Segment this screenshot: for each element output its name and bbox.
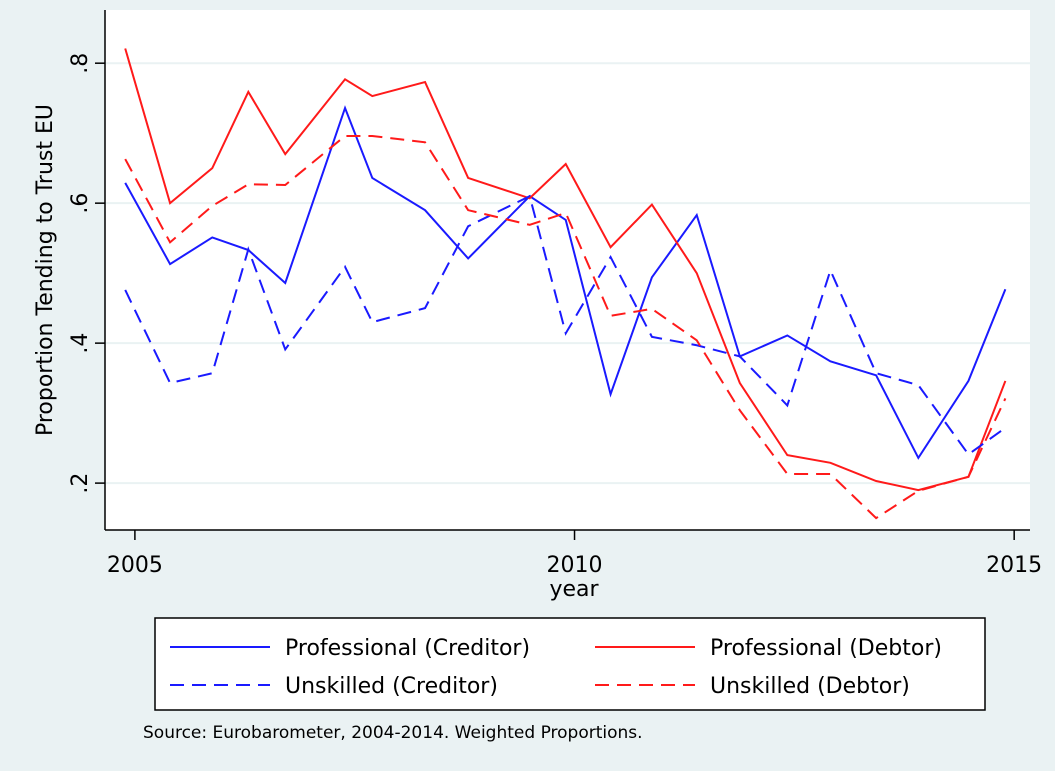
y-axis-label: Proportion Tending to Trust EU bbox=[33, 104, 58, 436]
y-tick-label: .2 bbox=[68, 473, 93, 494]
legend-box bbox=[154, 617, 986, 711]
x-tick-label: 2005 bbox=[107, 553, 163, 578]
legend-label: Professional (Debtor) bbox=[710, 636, 942, 661]
series-line bbox=[124, 134, 1007, 520]
series-line bbox=[124, 194, 1006, 456]
y-tick-label: .6 bbox=[68, 193, 93, 214]
y-tick-label: .4 bbox=[68, 333, 93, 354]
x-axis-label: year bbox=[549, 577, 599, 602]
source-note: Source: Eurobarometer, 2004-2014. Weight… bbox=[143, 723, 643, 743]
series-line bbox=[124, 48, 1007, 492]
x-tick-label: 2015 bbox=[986, 553, 1042, 578]
legend-label: Unskilled (Debtor) bbox=[710, 674, 910, 699]
legend-label: Professional (Creditor) bbox=[285, 636, 530, 661]
y-tick-label: .8 bbox=[68, 53, 93, 74]
series-line bbox=[124, 105, 1007, 460]
x-tick-label: 2010 bbox=[547, 553, 603, 578]
plot-area bbox=[105, 10, 1030, 530]
legend-label: Unskilled (Creditor) bbox=[285, 674, 498, 699]
